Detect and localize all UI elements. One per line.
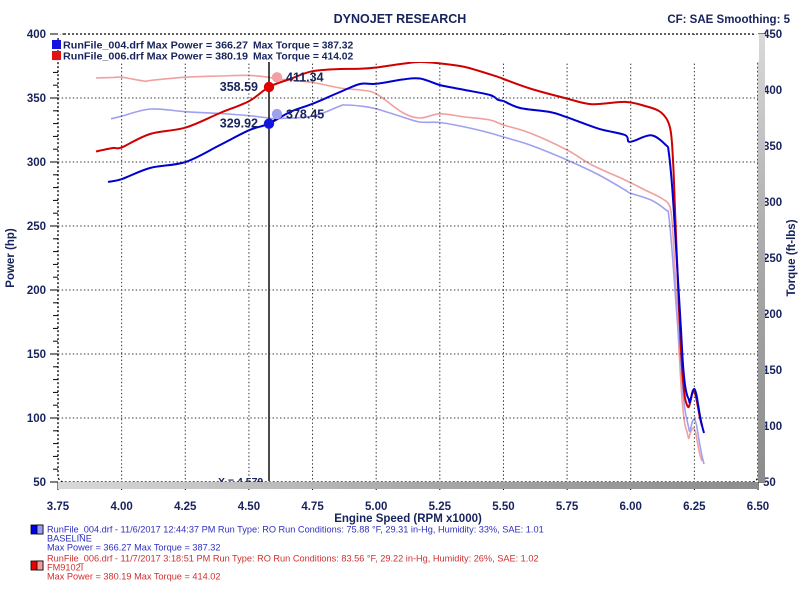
svg-text:Max Power = 366.27 Max Torque: Max Power = 366.27 Max Torque = 387.32 — [47, 543, 220, 553]
svg-text:5.75: 5.75 — [556, 501, 579, 513]
svg-text:200: 200 — [763, 309, 782, 321]
svg-text:Max Torque = 414.02: Max Torque = 414.02 — [253, 51, 354, 62]
svg-text:RunFile_006.drf Max Power = 38: RunFile_006.drf Max Power = 380.19 — [63, 51, 248, 62]
svg-text:250: 250 — [763, 253, 782, 265]
svg-text:3.75: 3.75 — [47, 501, 70, 513]
svg-text:4.25: 4.25 — [174, 501, 197, 513]
svg-text:4.00: 4.00 — [110, 501, 132, 513]
svg-text:Engine Speed (RPM x1000): Engine Speed (RPM x1000) — [334, 513, 482, 525]
svg-text:Torque (ft-lbs): Torque (ft-lbs) — [786, 219, 798, 296]
svg-text:RunFile_006.drf - 11/7/2017 3:: RunFile_006.drf - 11/7/2017 3:18:51 PM R… — [47, 554, 539, 564]
svg-text:329.92: 329.92 — [220, 117, 258, 131]
svg-text:100: 100 — [763, 421, 782, 433]
svg-text:100: 100 — [27, 413, 46, 425]
svg-text:250: 250 — [27, 221, 46, 233]
svg-text:4.50: 4.50 — [238, 501, 260, 513]
svg-text:Power (hp): Power (hp) — [5, 228, 17, 288]
svg-text:150: 150 — [27, 349, 46, 361]
svg-text:6.00: 6.00 — [620, 501, 642, 513]
svg-text:150: 150 — [763, 365, 782, 377]
svg-text:5.00: 5.00 — [365, 501, 387, 513]
svg-text:350: 350 — [27, 93, 46, 105]
svg-text:RunFile_004.drf Max Power = 36: RunFile_004.drf Max Power = 366.27 — [63, 40, 248, 51]
svg-text:50: 50 — [33, 477, 46, 489]
svg-text:378.45: 378.45 — [286, 108, 324, 122]
svg-text:CF: SAE Smoothing: 5: CF: SAE Smoothing: 5 — [667, 14, 790, 26]
svg-text:DYNOJET RESEARCH: DYNOJET RESEARCH — [334, 12, 467, 26]
svg-text:200: 200 — [27, 285, 46, 297]
svg-text:450: 450 — [763, 29, 782, 41]
svg-text:400: 400 — [763, 85, 782, 97]
svg-text:350: 350 — [763, 141, 782, 153]
svg-text:6.25: 6.25 — [683, 501, 706, 513]
svg-text:411.34: 411.34 — [286, 71, 324, 85]
svg-text:300: 300 — [763, 197, 782, 209]
svg-text:400: 400 — [27, 29, 46, 41]
svg-text:6.50: 6.50 — [747, 501, 769, 513]
svg-text:300: 300 — [27, 157, 46, 169]
svg-text:358.59: 358.59 — [220, 80, 258, 94]
svg-text:5.25: 5.25 — [429, 501, 452, 513]
svg-text:4.75: 4.75 — [301, 501, 324, 513]
svg-text:5.50: 5.50 — [492, 501, 514, 513]
svg-text:Max Torque = 387.32: Max Torque = 387.32 — [253, 40, 354, 51]
svg-text:RunFile_004.drf - 11/6/2017 12: RunFile_004.drf - 11/6/2017 12:44:37 PM … — [47, 525, 544, 535]
svg-text:Max Power = 380.19 Max Torque: Max Power = 380.19 Max Torque = 414.02 — [47, 572, 220, 582]
